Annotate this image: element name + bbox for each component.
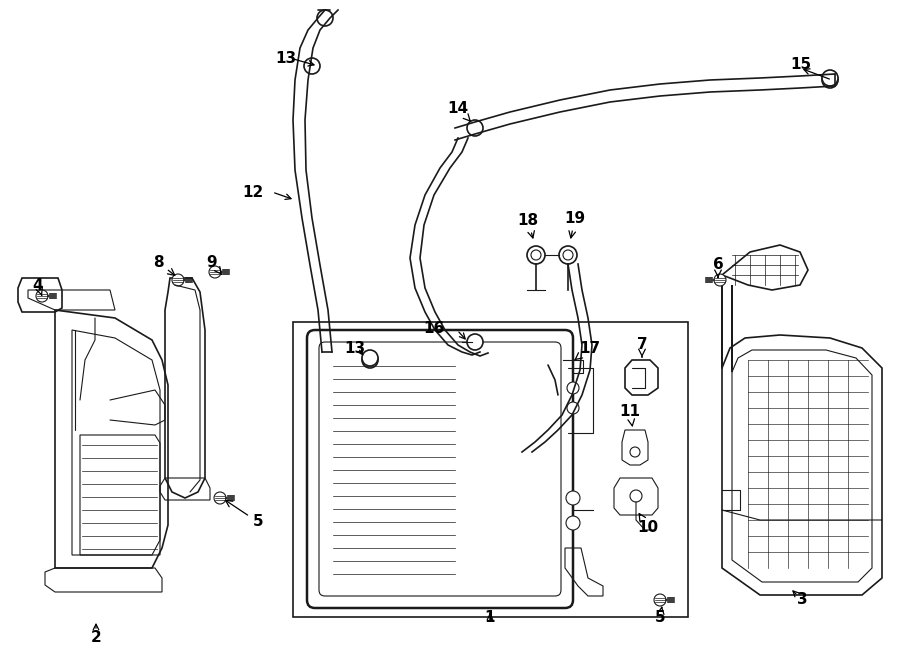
Circle shape [566, 516, 580, 530]
Text: 3: 3 [796, 592, 807, 608]
Circle shape [563, 250, 573, 260]
FancyBboxPatch shape [319, 342, 561, 596]
Circle shape [527, 246, 545, 264]
Text: 5: 5 [226, 500, 264, 530]
Text: 14: 14 [447, 101, 470, 121]
FancyBboxPatch shape [307, 330, 573, 608]
Circle shape [822, 72, 838, 88]
Circle shape [531, 250, 541, 260]
Text: 12: 12 [243, 185, 264, 199]
Circle shape [362, 352, 378, 368]
Text: 8: 8 [153, 254, 175, 275]
Text: 18: 18 [518, 213, 538, 238]
Circle shape [822, 70, 838, 86]
Circle shape [172, 274, 184, 286]
Bar [293, 322, 688, 617]
Text: 5: 5 [654, 607, 665, 626]
Text: 4: 4 [32, 277, 43, 295]
Circle shape [566, 491, 580, 505]
Circle shape [567, 402, 579, 414]
Circle shape [467, 334, 483, 350]
Text: 13: 13 [344, 340, 365, 355]
Text: 2: 2 [91, 630, 102, 645]
Circle shape [214, 492, 226, 504]
Circle shape [630, 447, 640, 457]
Text: 9: 9 [207, 254, 221, 275]
Text: 1: 1 [485, 610, 495, 626]
Circle shape [567, 382, 579, 394]
Text: 6: 6 [713, 256, 724, 277]
Text: 19: 19 [564, 211, 586, 238]
Text: 16: 16 [424, 320, 445, 336]
Circle shape [654, 594, 666, 606]
Circle shape [317, 10, 333, 26]
Text: 15: 15 [790, 56, 811, 71]
Circle shape [630, 490, 642, 502]
Text: 11: 11 [619, 404, 641, 426]
Text: 7: 7 [636, 336, 647, 357]
Circle shape [467, 120, 483, 136]
Text: 17: 17 [574, 340, 600, 360]
Text: 13: 13 [275, 50, 296, 66]
Circle shape [559, 246, 577, 264]
Circle shape [304, 58, 320, 74]
Circle shape [209, 266, 221, 278]
Circle shape [36, 290, 48, 302]
Circle shape [714, 274, 726, 286]
Circle shape [362, 350, 378, 366]
Text: 10: 10 [637, 514, 659, 536]
